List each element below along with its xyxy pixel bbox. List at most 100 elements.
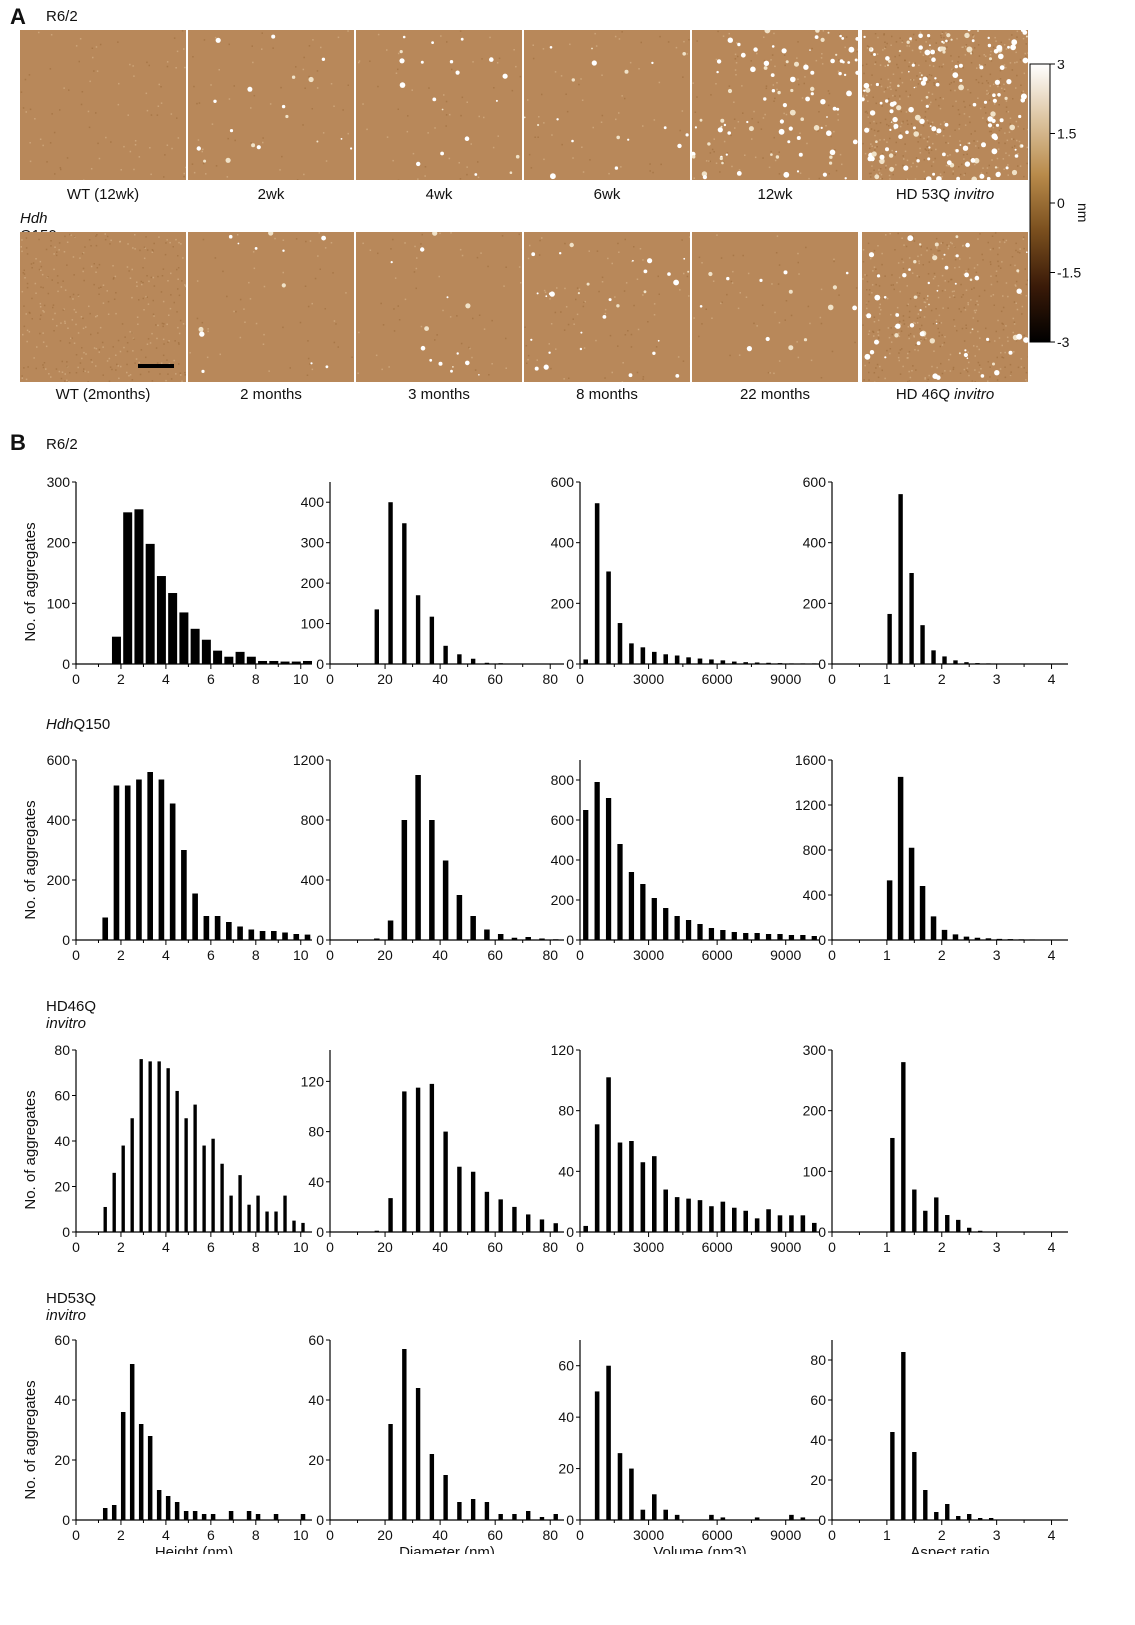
afm-texture-speck — [974, 381, 976, 382]
aggregate-dot — [402, 35, 406, 39]
histogram-bar — [697, 658, 703, 664]
aggregate-dot — [993, 49, 999, 54]
histogram-bar — [103, 1206, 107, 1232]
afm-texture-speck — [68, 89, 70, 91]
afm-texture-speck — [887, 97, 890, 100]
afm-texture-speck — [949, 135, 951, 137]
afm-texture-speck — [183, 175, 185, 178]
afm-texture-speck — [920, 339, 922, 342]
aggregate-dot — [994, 166, 998, 169]
aggregate-dot — [888, 60, 891, 63]
x-tick-label: 2 — [938, 1239, 946, 1255]
afm-caption: 22 months — [690, 386, 860, 403]
histogram-bar — [246, 1511, 252, 1520]
afm-texture-speck — [753, 110, 755, 113]
afm-texture-speck — [923, 316, 926, 318]
afm-texture-speck — [415, 267, 418, 270]
histogram-bar — [766, 662, 771, 664]
afm-texture-speck — [885, 164, 887, 167]
histogram-bar — [652, 1156, 657, 1232]
afm-texture-speck — [413, 271, 416, 273]
afm-texture-speck — [527, 358, 529, 361]
aggregate-dot — [627, 138, 630, 141]
afm-texture-speck — [875, 268, 877, 270]
aggregate-dot — [579, 347, 583, 351]
y-tick-label: 0 — [62, 1512, 70, 1528]
y-tick-label: 40 — [54, 1392, 70, 1408]
afm-texture-speck — [24, 78, 27, 81]
afm-texture-speck — [589, 159, 591, 161]
afm-texture-speck — [884, 377, 886, 380]
x-tick-label: 20 — [377, 1527, 393, 1543]
x-tick-label: 0 — [576, 947, 584, 963]
afm-texture-speck — [971, 288, 973, 290]
afm-texture-speck — [150, 173, 152, 176]
afm-texture-speck — [106, 235, 109, 238]
afm-texture-speck — [907, 95, 910, 98]
afm-texture-speck — [987, 122, 989, 124]
afm-texture-speck — [1018, 140, 1021, 143]
afm-texture-speck — [990, 50, 992, 53]
afm-texture-speck — [952, 69, 954, 71]
afm-texture-speck — [899, 373, 902, 375]
caption-part: invitro — [954, 186, 995, 203]
afm-texture-speck — [75, 323, 77, 326]
afm-texture-speck — [456, 315, 458, 317]
aggregate-dot — [432, 97, 437, 102]
afm-texture-speck — [71, 319, 74, 321]
afm-texture-speck — [968, 374, 970, 377]
afm-texture-speck — [1022, 37, 1025, 40]
aggregate-dot — [875, 82, 879, 87]
afm-texture-speck — [617, 345, 619, 347]
x-tick-label: 9000 — [770, 1527, 801, 1543]
afm-texture-speck — [1005, 106, 1008, 108]
afm-texture-speck — [26, 253, 29, 255]
afm-texture-speck — [912, 79, 915, 81]
afm-texture-speck — [973, 47, 976, 49]
afm-texture-speck — [468, 346, 470, 349]
aggregate-dot — [814, 35, 819, 39]
aggregate-dot — [996, 171, 1001, 177]
afm-texture-speck — [636, 371, 639, 374]
afm-texture-speck — [902, 319, 905, 322]
afm-texture-speck — [975, 79, 978, 81]
aggregate-dot — [979, 173, 985, 179]
afm-texture-speck — [866, 274, 868, 277]
afm-texture-speck — [874, 134, 876, 137]
afm-texture-speck — [181, 30, 184, 32]
afm-texture-speck — [686, 53, 688, 55]
x-axis-label: Volume (nm3) — [653, 1544, 746, 1554]
afm-texture-speck — [698, 335, 700, 338]
afm-texture-speck — [527, 99, 529, 101]
afm-texture-speck — [304, 87, 306, 89]
afm-texture-speck — [964, 45, 967, 48]
afm-texture-speck — [309, 363, 311, 365]
afm-texture-speck — [973, 309, 976, 312]
afm-texture-speck — [717, 30, 719, 33]
afm-texture-speck — [874, 146, 876, 149]
afm-texture-speck — [745, 296, 748, 298]
aggregate-dot — [727, 131, 731, 135]
afm-texture-speck — [201, 150, 203, 153]
afm-texture-speck — [938, 322, 941, 324]
afm-texture-speck — [631, 260, 633, 263]
afm-texture-speck — [175, 238, 177, 241]
afm-texture-speck — [715, 58, 718, 61]
afm-texture-speck — [867, 242, 870, 245]
aggregate-dot — [699, 118, 703, 122]
afm-texture-speck — [73, 342, 76, 344]
afm-texture-speck — [799, 132, 801, 134]
afm-texture-speck — [1002, 323, 1004, 325]
afm-texture-speck — [873, 266, 876, 268]
afm-texture-speck — [131, 332, 133, 334]
afm-texture-speck — [873, 249, 876, 252]
afm-texture-speck — [989, 248, 992, 251]
afm-texture-speck — [899, 323, 902, 325]
afm-texture-speck — [907, 123, 909, 125]
afm-texture-speck — [904, 150, 907, 153]
afm-texture-speck — [1024, 52, 1026, 55]
histogram-bar — [663, 1509, 668, 1520]
afm-texture-speck — [918, 295, 920, 297]
afm-texture-speck — [1002, 238, 1005, 241]
afm-texture-speck — [166, 65, 169, 68]
